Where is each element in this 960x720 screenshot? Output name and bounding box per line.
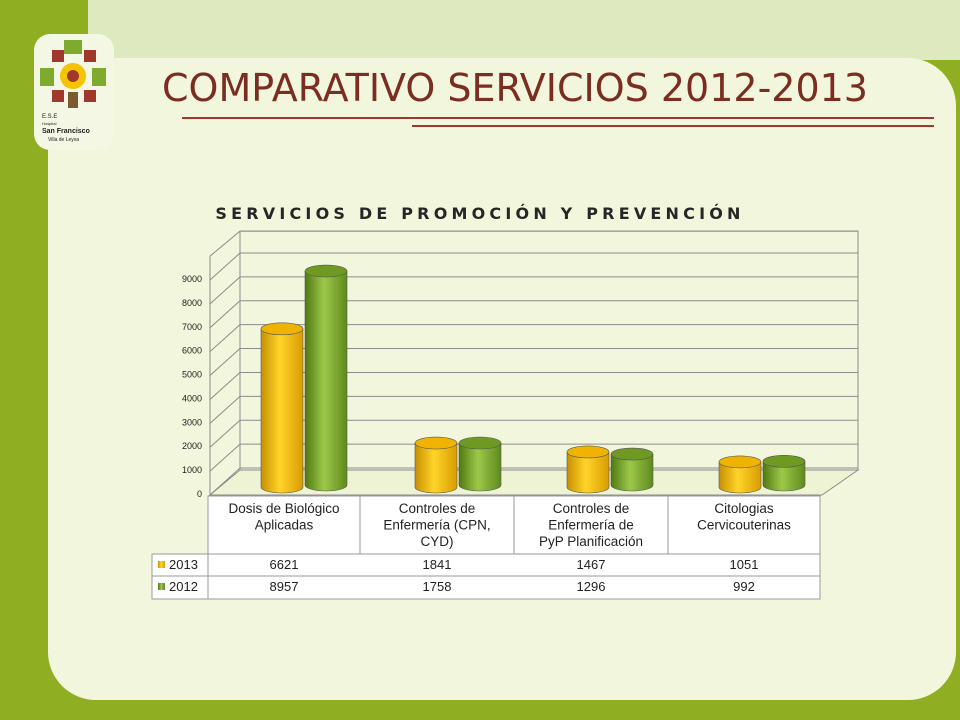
data-label: 1467 <box>577 557 606 572</box>
category-label: Citologias <box>714 501 774 516</box>
gridline <box>209 252 858 281</box>
bar-2012-3 <box>762 455 806 492</box>
category-label: Dosis de Biológico <box>228 501 339 516</box>
data-label: 6621 <box>270 557 299 572</box>
logo-emblem <box>40 40 106 108</box>
y-tick-label: 0 <box>197 489 202 499</box>
floor <box>208 469 860 496</box>
data-table: Dosis de Biológico Aplicadas Controles de E… <box>151 495 821 600</box>
y-tick-label: 2000 <box>182 441 202 451</box>
data-label: 1841 <box>423 557 452 572</box>
bar-2012-2 <box>610 447 654 492</box>
category-label: Controles de <box>553 501 630 516</box>
chart-title: SERVICIOS DE PROMOCIÓN Y PREVENCIÓN <box>215 204 745 223</box>
bar-2013-0 <box>260 322 304 494</box>
gridline <box>209 348 858 376</box>
bar-2013-3 <box>718 455 762 494</box>
y-tick-label: 8000 <box>182 298 202 308</box>
gridline <box>209 276 858 305</box>
plot-area <box>208 230 860 496</box>
category-label: Controles de <box>399 501 476 516</box>
y-tick-label: 1000 <box>182 465 202 475</box>
title-underline <box>182 117 934 119</box>
top-banner <box>88 0 960 60</box>
legend-label: 2012 <box>169 579 198 594</box>
hospital-logo-icon: E.S.E Hospital San Francisco Villa de Le… <box>40 40 106 143</box>
gridline <box>209 371 858 400</box>
logo-line1: E.S.E <box>42 114 57 120</box>
gridlines <box>209 230 858 496</box>
data-label: 1758 <box>423 579 452 594</box>
y-tick-label: 7000 <box>182 322 202 332</box>
y-tick-label: 4000 <box>182 393 202 403</box>
title-underline-accent <box>412 125 934 127</box>
data-label: 992 <box>733 579 755 594</box>
legend-swatch-2013 <box>158 561 165 568</box>
y-tick-label: 3000 <box>182 417 202 427</box>
legend-label: 2013 <box>169 557 198 572</box>
category-label: CYD) <box>421 534 454 549</box>
gridline <box>209 443 858 472</box>
bar-2012-1 <box>458 436 502 492</box>
data-label: 1296 <box>577 579 606 594</box>
category-label: Aplicadas <box>255 518 314 533</box>
logo-line3: San Francisco <box>42 128 90 135</box>
y-tick-label: 9000 <box>182 274 202 284</box>
gridline <box>209 419 858 448</box>
data-label: 8957 <box>270 579 299 594</box>
logo-line2: Hospital <box>42 121 57 126</box>
gridline <box>209 300 858 329</box>
bars <box>260 264 806 494</box>
bar-2013-1 <box>414 436 458 494</box>
category-label: PyP Planificación <box>539 534 643 549</box>
legend-swatch-2012 <box>158 583 165 590</box>
y-axis-ticks: 0 1000 2000 3000 4000 5000 6000 7000 8000 9000 <box>182 274 202 499</box>
logo-line4: Villa de Leyva <box>48 137 79 143</box>
gridline <box>209 324 858 353</box>
category-label: Enfermería de <box>548 518 634 533</box>
bar-2012-0 <box>304 264 348 492</box>
y-tick-label: 5000 <box>182 370 202 380</box>
page-title: COMPARATIVO SERVICIOS 2012-2013 <box>162 66 868 110</box>
hospital-logo: E.S.E Hospital San Francisco Villa de Le… <box>34 34 114 150</box>
category-label: Enfermería (CPN, <box>383 518 490 533</box>
category-label: Cervicouterinas <box>697 518 791 533</box>
y-tick-label: 6000 <box>182 346 202 356</box>
gridline <box>209 395 858 424</box>
gridline <box>209 230 858 257</box>
data-label: 1051 <box>730 557 759 572</box>
bar-2013-2 <box>566 445 610 494</box>
